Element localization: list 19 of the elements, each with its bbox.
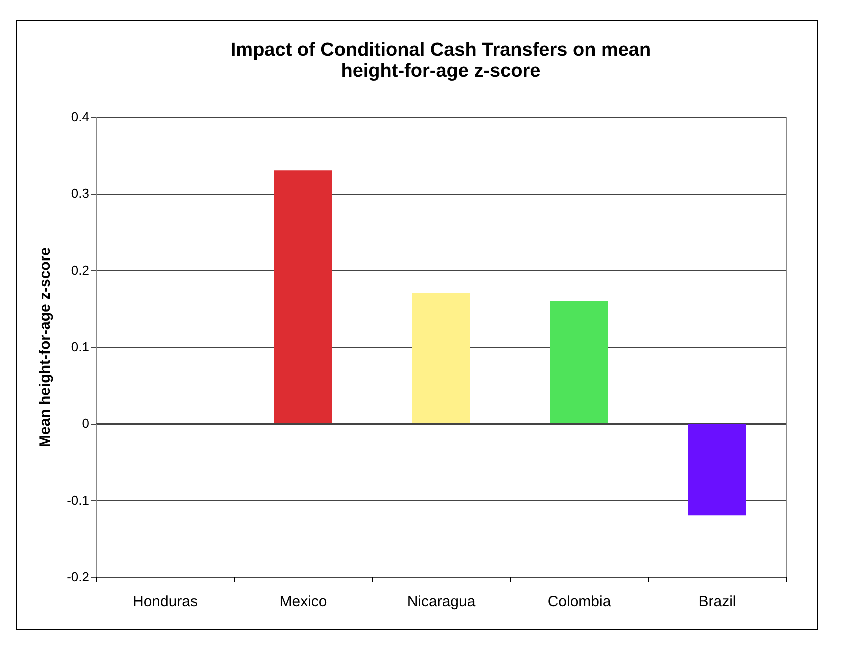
text: Impact of Conditional Cash Transfers on mean (230, 40, 652, 61)
bar (550, 301, 608, 424)
y-tick-label: 0.2 (71, 262, 90, 278)
x-tick-label: Mexico (280, 594, 328, 610)
y-tick-label: 0 (82, 416, 90, 432)
y-tick-label: -0.1 (67, 492, 90, 508)
bar (274, 170, 332, 424)
x-tick-label: Brazil (698, 594, 736, 610)
y-tick-label: 0.1 (71, 340, 90, 354)
bar (412, 293, 470, 424)
x-tick-label: Nicaragua (407, 594, 476, 610)
y-tick-label: -0.2 (67, 570, 90, 584)
y-tick-label: 0.3 (71, 186, 90, 202)
x-tick-label: Colombia (548, 594, 612, 610)
x-tick-label: Honduras (132, 594, 198, 610)
text: height-for-age z-score (341, 61, 541, 82)
bar (688, 424, 746, 516)
y-tick-label: 0.4 (71, 110, 90, 124)
y-axis-title: Mean height-for-age z-score (37, 247, 54, 448)
